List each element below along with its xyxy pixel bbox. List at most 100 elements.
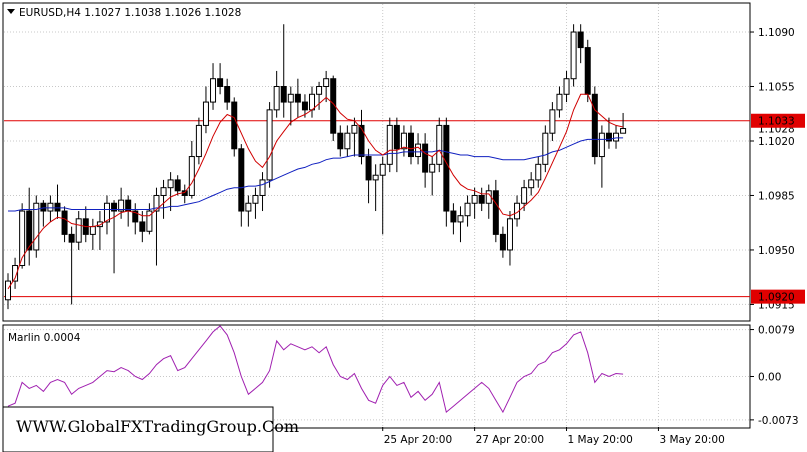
candle-body — [188, 156, 195, 196]
candle-body — [492, 190, 499, 235]
candle-body — [330, 78, 337, 134]
candle-body — [26, 210, 33, 251]
osc-tick-label: 0.0079 — [758, 325, 795, 337]
candle-body — [400, 132, 407, 150]
candle-body — [358, 124, 365, 158]
price-panel[interactable] — [2, 2, 751, 322]
candle-body — [450, 210, 457, 223]
price-tick-label: 1.0950 — [758, 245, 795, 257]
candle-body — [365, 156, 372, 181]
candle-body — [259, 179, 266, 196]
candle-body — [436, 124, 443, 165]
candle-body — [499, 233, 506, 251]
candle-body — [12, 265, 19, 282]
candle-body — [620, 128, 627, 134]
candle-body — [245, 202, 252, 212]
price-tick-label: 1.0985 — [758, 190, 795, 202]
candle-body — [40, 202, 47, 212]
candle-body — [570, 31, 577, 80]
candle-body — [61, 210, 68, 235]
candle-body — [167, 179, 174, 189]
candle-body — [103, 202, 110, 223]
level-price-labels: 1.1033 1.0920 — [751, 113, 805, 304]
candle-body — [535, 163, 542, 181]
candle-body — [422, 143, 429, 173]
candle-body — [139, 221, 146, 232]
candle-body — [132, 210, 139, 223]
candle-body — [266, 109, 273, 181]
grid-lines — [4, 4, 750, 427]
candle-body — [301, 101, 308, 111]
symbol-header: EURUSD,H4 1.1027 1.1038 1.1026 1.1028 — [19, 7, 241, 19]
candle-body — [337, 132, 344, 150]
candle-body — [111, 202, 118, 212]
candle-body — [238, 148, 245, 212]
candle-body — [379, 163, 386, 176]
candle-body — [542, 132, 549, 165]
candle-body — [457, 215, 464, 223]
candle-body — [521, 187, 528, 204]
candle-body — [323, 78, 330, 88]
candle-body — [273, 86, 280, 111]
candle-body — [393, 124, 400, 150]
candle-body — [75, 218, 82, 243]
candle-body — [429, 163, 436, 173]
candle-body — [605, 132, 612, 142]
candle-body — [118, 199, 125, 212]
candle-body — [202, 101, 209, 126]
candle-body — [528, 179, 535, 189]
candle-body — [309, 93, 316, 111]
ma-fast-line — [7, 93, 624, 290]
candle-body — [407, 132, 414, 158]
time-axis: 25 Apr 20:00 27 Apr 20:00 1 May 20:00 3 May… — [382, 427, 725, 446]
candle-body — [210, 78, 217, 103]
candle-body — [160, 187, 167, 196]
price-tick-label: 1.1090 — [758, 27, 795, 39]
price-tick-label: 1.1020 — [758, 136, 795, 148]
candle-body — [224, 86, 231, 103]
time-tick-label: 1 May 20:00 — [568, 434, 633, 446]
candle-body — [96, 221, 103, 228]
candle-body — [415, 143, 422, 158]
candle-body — [464, 202, 471, 217]
candle-body — [478, 194, 485, 204]
oscillator-line — [7, 325, 624, 414]
candle-body — [556, 93, 563, 111]
level-label-text: 1.1033 — [758, 116, 795, 128]
candle-body — [344, 132, 351, 150]
candle-body — [68, 233, 75, 243]
time-tick-label: 3 May 20:00 — [659, 434, 724, 446]
candle-body — [217, 78, 224, 88]
candle-body — [195, 124, 202, 158]
chevron-down-icon[interactable] — [7, 9, 15, 14]
candle-body — [584, 47, 591, 95]
candle-body — [563, 78, 570, 95]
candle-body — [386, 124, 393, 165]
candle-body — [231, 101, 238, 150]
candle-body — [287, 93, 294, 103]
candle-body — [598, 132, 605, 158]
candle-body — [5, 280, 11, 301]
candle-body — [280, 86, 287, 103]
candle-body — [89, 226, 96, 235]
osc-tick-label: -0.0073 — [758, 415, 799, 427]
candle-body — [316, 86, 323, 95]
time-tick-label: 25 Apr 20:00 — [384, 434, 452, 446]
candle-body — [443, 124, 450, 212]
candle-body — [252, 194, 259, 204]
candle-body — [351, 124, 358, 134]
candle-body — [577, 31, 584, 49]
horizontal-levels[interactable] — [4, 120, 750, 298]
candle-body — [54, 202, 61, 212]
ma-slow-line — [8, 137, 624, 212]
candle-body — [506, 218, 513, 251]
candle-body — [613, 132, 620, 142]
candle-body — [591, 93, 598, 158]
indicator-label: Marlin 0.0004 — [8, 332, 81, 344]
candle-body — [47, 202, 54, 212]
watermark-badge: WWW.GlobalFXTradingGroup.Com — [2, 406, 299, 452]
price-tick-label: 1.1055 — [758, 82, 795, 94]
level-label-bg — [751, 113, 805, 128]
candle-body — [153, 194, 160, 212]
